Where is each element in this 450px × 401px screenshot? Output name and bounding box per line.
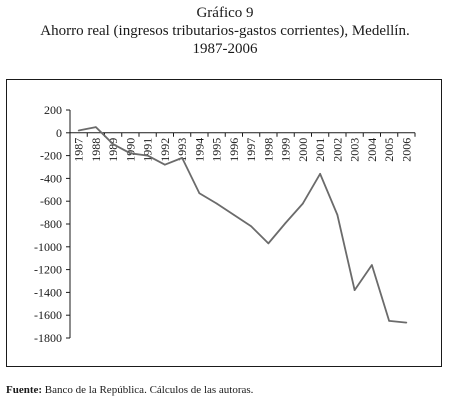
y-tick-label: -1200 bbox=[34, 263, 62, 277]
x-tick-label: 2004 bbox=[365, 138, 379, 162]
x-tick-label: 1996 bbox=[227, 138, 241, 162]
chart-title-line-2: Ahorro real (ingresos tributarios-gastos… bbox=[40, 23, 410, 39]
data-point bbox=[405, 321, 408, 324]
x-tick-label: 1992 bbox=[158, 138, 172, 162]
y-tick-label: -400 bbox=[40, 171, 62, 185]
chart-title-line-3: 1987-2006 bbox=[192, 41, 258, 57]
data-point bbox=[129, 152, 132, 155]
source-label: Fuente: bbox=[6, 384, 43, 396]
x-tick-label: 1998 bbox=[261, 138, 275, 162]
x-tick-label: 1989 bbox=[106, 138, 120, 162]
source-text: Banco de la República. Cálculos de las a… bbox=[42, 384, 254, 396]
x-tick-label: 2006 bbox=[399, 138, 413, 162]
data-point bbox=[215, 202, 218, 205]
data-point bbox=[112, 143, 114, 145]
y-tick-label: -200 bbox=[40, 149, 62, 163]
source-note: Fuente: Banco de la República. Cálculos … bbox=[6, 384, 253, 396]
x-tick-label: 1995 bbox=[210, 138, 224, 162]
data-point bbox=[302, 202, 304, 205]
series-line bbox=[78, 126, 407, 324]
data-point bbox=[250, 225, 252, 228]
data-point bbox=[164, 163, 166, 166]
chart-title-line-1: Gráfico 9 bbox=[196, 5, 254, 21]
chart-title: Gráfico 9 Ahorro real (ingresos tributar… bbox=[0, 4, 450, 58]
data-point bbox=[319, 173, 321, 175]
y-tick-label: -1400 bbox=[34, 285, 62, 299]
x-tick-label: 2001 bbox=[313, 138, 327, 162]
x-tick-label: 2003 bbox=[348, 138, 362, 162]
x-tick-label: 1988 bbox=[89, 138, 103, 162]
y-tick-label: -600 bbox=[40, 194, 62, 208]
data-point bbox=[353, 289, 356, 291]
data-point bbox=[77, 129, 80, 132]
data-point bbox=[198, 192, 201, 195]
data-point bbox=[233, 214, 235, 216]
y-tick-label: -800 bbox=[40, 217, 62, 231]
data-point bbox=[267, 242, 270, 245]
x-tick-label: 1997 bbox=[244, 138, 258, 162]
y-tick-label: -1800 bbox=[34, 331, 62, 345]
y-tick-label: 0 bbox=[56, 126, 62, 140]
data-point bbox=[388, 320, 390, 322]
x-tick-label: 1990 bbox=[123, 138, 137, 162]
data-point bbox=[284, 222, 287, 224]
x-tick-label: 1999 bbox=[279, 138, 293, 162]
chart-frame: 200 0 -200 -400 -600 -800 -1000 -1200 -1400 -1600… bbox=[6, 79, 442, 367]
y-tick-label: -1000 bbox=[34, 240, 62, 254]
data-point bbox=[336, 214, 339, 216]
line-chart: 2000-200-400-600-800-1000-1200-1400-1600… bbox=[34, 103, 416, 345]
y-tick-label: 200 bbox=[44, 103, 62, 117]
x-tick-label: 1993 bbox=[175, 138, 189, 162]
y-tick-label: -1600 bbox=[34, 308, 62, 322]
data-point bbox=[371, 264, 373, 266]
x-tick-label: 2002 bbox=[330, 138, 344, 162]
x-tick-label: 2005 bbox=[382, 138, 396, 162]
data-point bbox=[95, 126, 97, 128]
data-point bbox=[146, 154, 149, 157]
x-tick-label: 2000 bbox=[296, 138, 310, 162]
x-tick-label: 1994 bbox=[192, 138, 206, 162]
x-tick-label: 1987 bbox=[72, 138, 86, 162]
data-point bbox=[181, 157, 183, 159]
